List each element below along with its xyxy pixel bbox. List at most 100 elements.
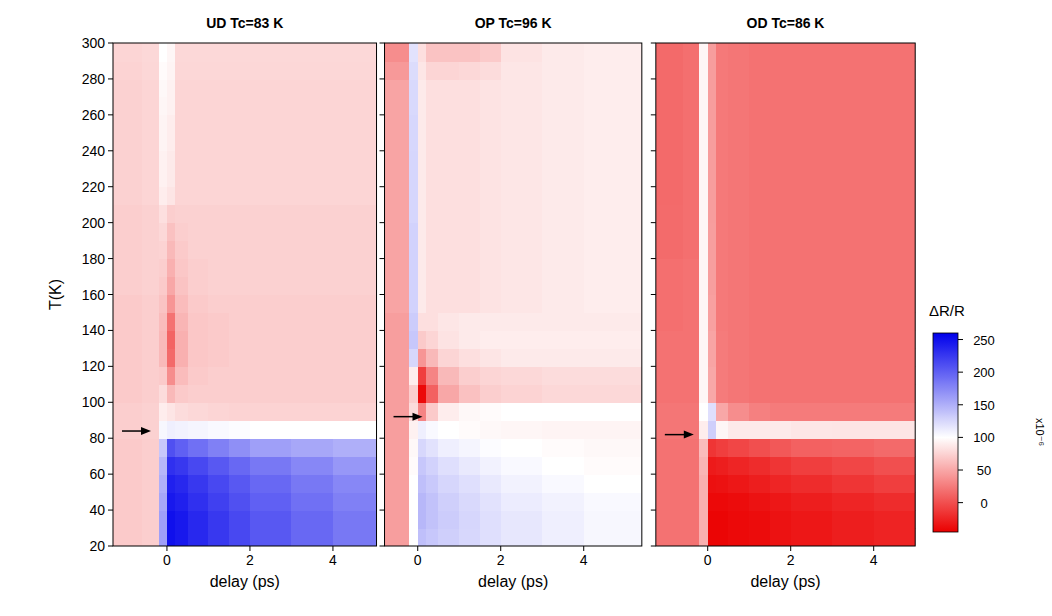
cell (699, 474, 708, 493)
cell (832, 61, 874, 80)
cell (159, 97, 168, 116)
cell (438, 151, 459, 170)
cell (708, 474, 717, 493)
cell (142, 312, 159, 331)
cell (791, 438, 833, 457)
arrow-head (141, 427, 151, 435)
cell (716, 133, 729, 152)
cell (459, 456, 480, 475)
cell (832, 456, 874, 475)
cell (749, 366, 770, 385)
cell (791, 115, 833, 134)
colorbar-tick-label: 100 (973, 430, 995, 445)
cell (175, 79, 188, 98)
cell (656, 510, 684, 529)
cell (142, 366, 159, 385)
cell (291, 205, 333, 224)
cell (426, 528, 439, 546)
cell (656, 97, 684, 116)
cell (480, 348, 501, 367)
cell (501, 115, 543, 134)
cell (791, 528, 833, 546)
cell (175, 151, 188, 170)
cell (542, 151, 584, 170)
cell (167, 474, 176, 493)
cell (426, 205, 439, 224)
cell (874, 151, 915, 170)
cell (385, 330, 398, 349)
y-tick (108, 366, 113, 367)
cell (208, 402, 229, 421)
cell (250, 169, 292, 188)
cell (501, 151, 543, 170)
cell (208, 43, 229, 62)
x-tick-label: 0 (414, 552, 422, 568)
cell (208, 169, 229, 188)
cell (188, 61, 209, 80)
cell (142, 241, 159, 260)
cell (683, 115, 700, 134)
cell (142, 223, 159, 242)
y-tick-label: 120 (82, 358, 106, 374)
cell (699, 115, 708, 134)
cell (333, 223, 377, 242)
cell (291, 61, 333, 80)
cell (397, 438, 410, 457)
cell (397, 151, 410, 170)
cell (716, 456, 729, 475)
cell (708, 456, 717, 475)
cell (716, 528, 729, 546)
cell (250, 241, 292, 260)
cell (291, 438, 333, 457)
cell (397, 133, 410, 152)
cell (832, 97, 874, 116)
x-tick-label: 2 (246, 552, 254, 568)
cell (699, 133, 708, 152)
cell (438, 366, 459, 385)
cell (699, 241, 708, 260)
cell (728, 61, 749, 80)
x-tick (707, 546, 708, 551)
cell (159, 277, 168, 296)
cell (459, 528, 480, 546)
cell (333, 133, 377, 152)
y-tick (651, 546, 656, 547)
y-tick (380, 258, 385, 259)
cell (250, 330, 292, 349)
cell (188, 223, 209, 242)
cell (656, 474, 684, 493)
cell (728, 205, 749, 224)
cell (142, 295, 159, 314)
y-tick (380, 222, 385, 223)
cell (480, 312, 501, 331)
y-tick-label: 20 (89, 538, 105, 554)
cell (291, 366, 333, 385)
cell (229, 115, 250, 134)
cell (728, 474, 749, 493)
cell (480, 510, 501, 529)
cell (175, 97, 188, 116)
cell (708, 384, 717, 403)
cell (208, 97, 229, 116)
cell (409, 492, 418, 511)
y-tick (651, 330, 656, 331)
x-tick (790, 546, 791, 551)
cell (333, 402, 377, 421)
cell (728, 312, 749, 331)
cell (716, 384, 729, 403)
y-tick (108, 150, 113, 151)
cell (749, 169, 770, 188)
cell (791, 43, 833, 62)
colorbar-tick (958, 502, 963, 503)
cell (791, 402, 833, 421)
cell (113, 43, 143, 62)
cell (749, 492, 770, 511)
cell (188, 330, 209, 349)
cell (683, 79, 700, 98)
cell (229, 187, 250, 206)
cell (188, 366, 209, 385)
cell (874, 438, 915, 457)
cell (683, 97, 700, 116)
cell (791, 277, 833, 296)
cell (250, 277, 292, 296)
